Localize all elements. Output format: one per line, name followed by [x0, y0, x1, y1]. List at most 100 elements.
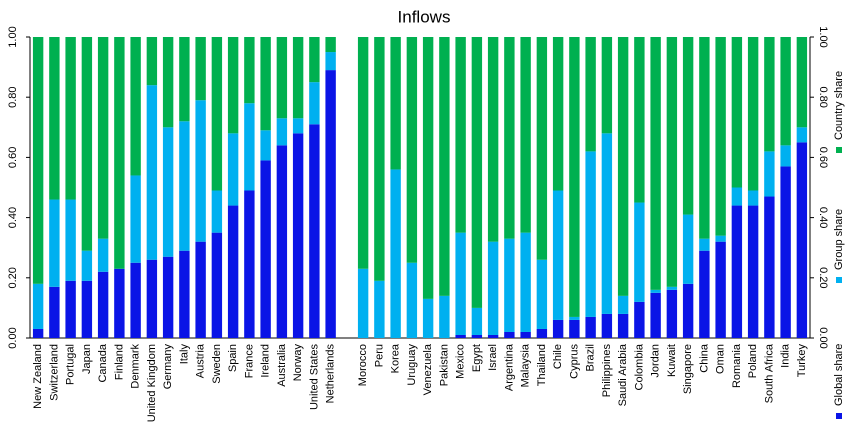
bar-segment	[65, 199, 76, 281]
bar-segment	[114, 268, 125, 338]
bar-segment	[471, 307, 483, 335]
bar-segment	[195, 100, 206, 242]
bar-segment	[520, 232, 531, 332]
bar-segment	[81, 37, 93, 251]
x-tick-label: France	[243, 344, 255, 378]
bar-segment	[227, 133, 239, 206]
bar-segment	[260, 130, 271, 161]
bar-segment	[455, 37, 466, 233]
x-tick-label: Brazil	[585, 344, 597, 372]
x-tick-label: Korea	[390, 343, 402, 373]
y-tick-label: 1.00	[7, 26, 19, 47]
bar-segment	[617, 313, 629, 338]
x-tick-label: United Kingdom	[146, 344, 158, 422]
bar-segment	[601, 313, 613, 338]
bar-segment	[471, 334, 483, 338]
bar-segment	[179, 250, 190, 338]
bar-segment	[715, 235, 726, 242]
bar-segment	[374, 37, 385, 281]
bar-segment	[520, 37, 531, 233]
bar-segment	[244, 190, 255, 338]
bar-segment	[211, 232, 223, 338]
bar-segment	[699, 238, 710, 251]
bar-segment	[309, 37, 320, 83]
bar-segment	[81, 250, 93, 281]
bar-segment	[130, 262, 141, 338]
y-tick-label: 0.20	[7, 267, 19, 288]
y-tick-label: 0.80	[7, 86, 19, 107]
bar-segment	[650, 292, 661, 338]
x-tick-label: Colombia	[633, 343, 645, 390]
bar-segment	[634, 37, 645, 203]
x-tick-label: Singapore	[682, 344, 694, 394]
bar-segment	[162, 37, 174, 128]
bar-segment	[325, 52, 336, 71]
bar-segment	[32, 283, 44, 329]
bar-segment	[666, 286, 678, 290]
bar-segment	[666, 37, 678, 287]
bar-segment	[715, 37, 726, 236]
bar-segment	[747, 37, 759, 191]
x-tick-label: Peru	[373, 344, 385, 367]
bar-segment	[260, 37, 271, 131]
x-tick-label: Italy	[178, 344, 190, 365]
bar-segment	[650, 37, 661, 290]
bar-segment	[520, 331, 531, 338]
chart-title: Inflows	[398, 7, 451, 26]
bar-segment	[439, 295, 450, 338]
x-tick-label: India	[780, 343, 792, 368]
y2-tick-label: 0.80	[817, 86, 829, 107]
bar-segment	[309, 124, 320, 338]
x-tick-label: Venezuela	[422, 343, 434, 395]
x-tick-label: Portugal	[65, 344, 77, 385]
bar-segment	[357, 37, 369, 269]
y2-tick-label: 1.00	[817, 26, 829, 47]
bar-segment	[49, 199, 60, 287]
x-tick-label: Morocco	[357, 344, 369, 386]
bar-segment	[49, 286, 60, 338]
x-tick-label: Switzerland	[48, 344, 60, 401]
x-tick-label: Jordan	[650, 344, 662, 378]
bar-segment	[406, 37, 418, 263]
bar-segment	[487, 241, 499, 335]
legend-swatch	[836, 277, 842, 283]
x-tick-label: Romania	[731, 343, 743, 388]
bar-segment	[780, 37, 791, 146]
bar-segment	[292, 118, 304, 134]
bar-segment	[390, 169, 401, 338]
bar-segment	[211, 190, 223, 233]
bar-segment	[731, 187, 743, 206]
bar-segment	[49, 37, 60, 200]
bar-segment	[682, 37, 694, 215]
x-tick-label: United States	[308, 344, 320, 411]
x-tick-label: Israel	[487, 344, 499, 371]
bar-segment	[276, 145, 288, 338]
x-tick-label: Malaysia	[520, 343, 532, 387]
bar-segment	[276, 37, 288, 119]
bar-segment	[617, 295, 629, 314]
bar-segment	[504, 331, 515, 338]
y-tick-label: 0.60	[7, 147, 19, 168]
bar-segment	[146, 37, 158, 86]
bar-segment	[585, 151, 596, 317]
legend-label: Global share	[833, 344, 845, 406]
bar-segment	[422, 37, 434, 299]
x-tick-label: Saudi Arabia	[617, 343, 629, 406]
bar-segment	[130, 37, 141, 176]
y-tick-label: 0.00	[7, 327, 19, 348]
x-tick-label: China	[698, 343, 710, 373]
bar-segment	[764, 151, 775, 197]
x-tick-label: Spain	[227, 344, 239, 372]
bar-segment	[699, 250, 710, 338]
bar-segment	[617, 37, 629, 296]
bar-segment	[309, 82, 320, 125]
bar-segment	[162, 256, 174, 338]
bar-segment	[97, 37, 109, 239]
bar-segment	[325, 37, 336, 53]
y2-tick-label: 0.20	[817, 267, 829, 288]
x-tick-label: Austria	[195, 343, 207, 378]
bar-segment	[699, 37, 710, 239]
x-tick-label: South Africa	[763, 343, 775, 403]
bar-segment	[244, 103, 255, 191]
bar-segment	[796, 127, 808, 143]
